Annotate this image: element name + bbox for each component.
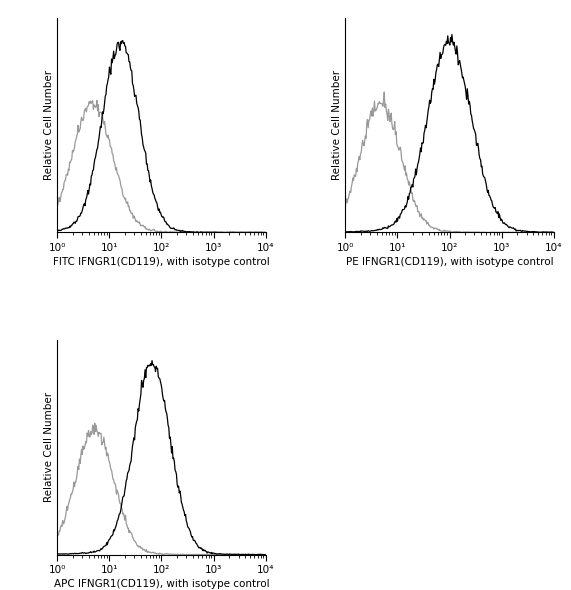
- Y-axis label: Relative Cell Number: Relative Cell Number: [332, 70, 343, 180]
- X-axis label: PE IFNGR1(CD119), with isotype control: PE IFNGR1(CD119), with isotype control: [345, 257, 553, 267]
- X-axis label: APC IFNGR1(CD119), with isotype control: APC IFNGR1(CD119), with isotype control: [54, 579, 270, 589]
- Y-axis label: Relative Cell Number: Relative Cell Number: [45, 70, 54, 180]
- X-axis label: FITC IFNGR1(CD119), with isotype control: FITC IFNGR1(CD119), with isotype control: [53, 257, 270, 267]
- Y-axis label: Relative Cell Number: Relative Cell Number: [45, 392, 54, 502]
